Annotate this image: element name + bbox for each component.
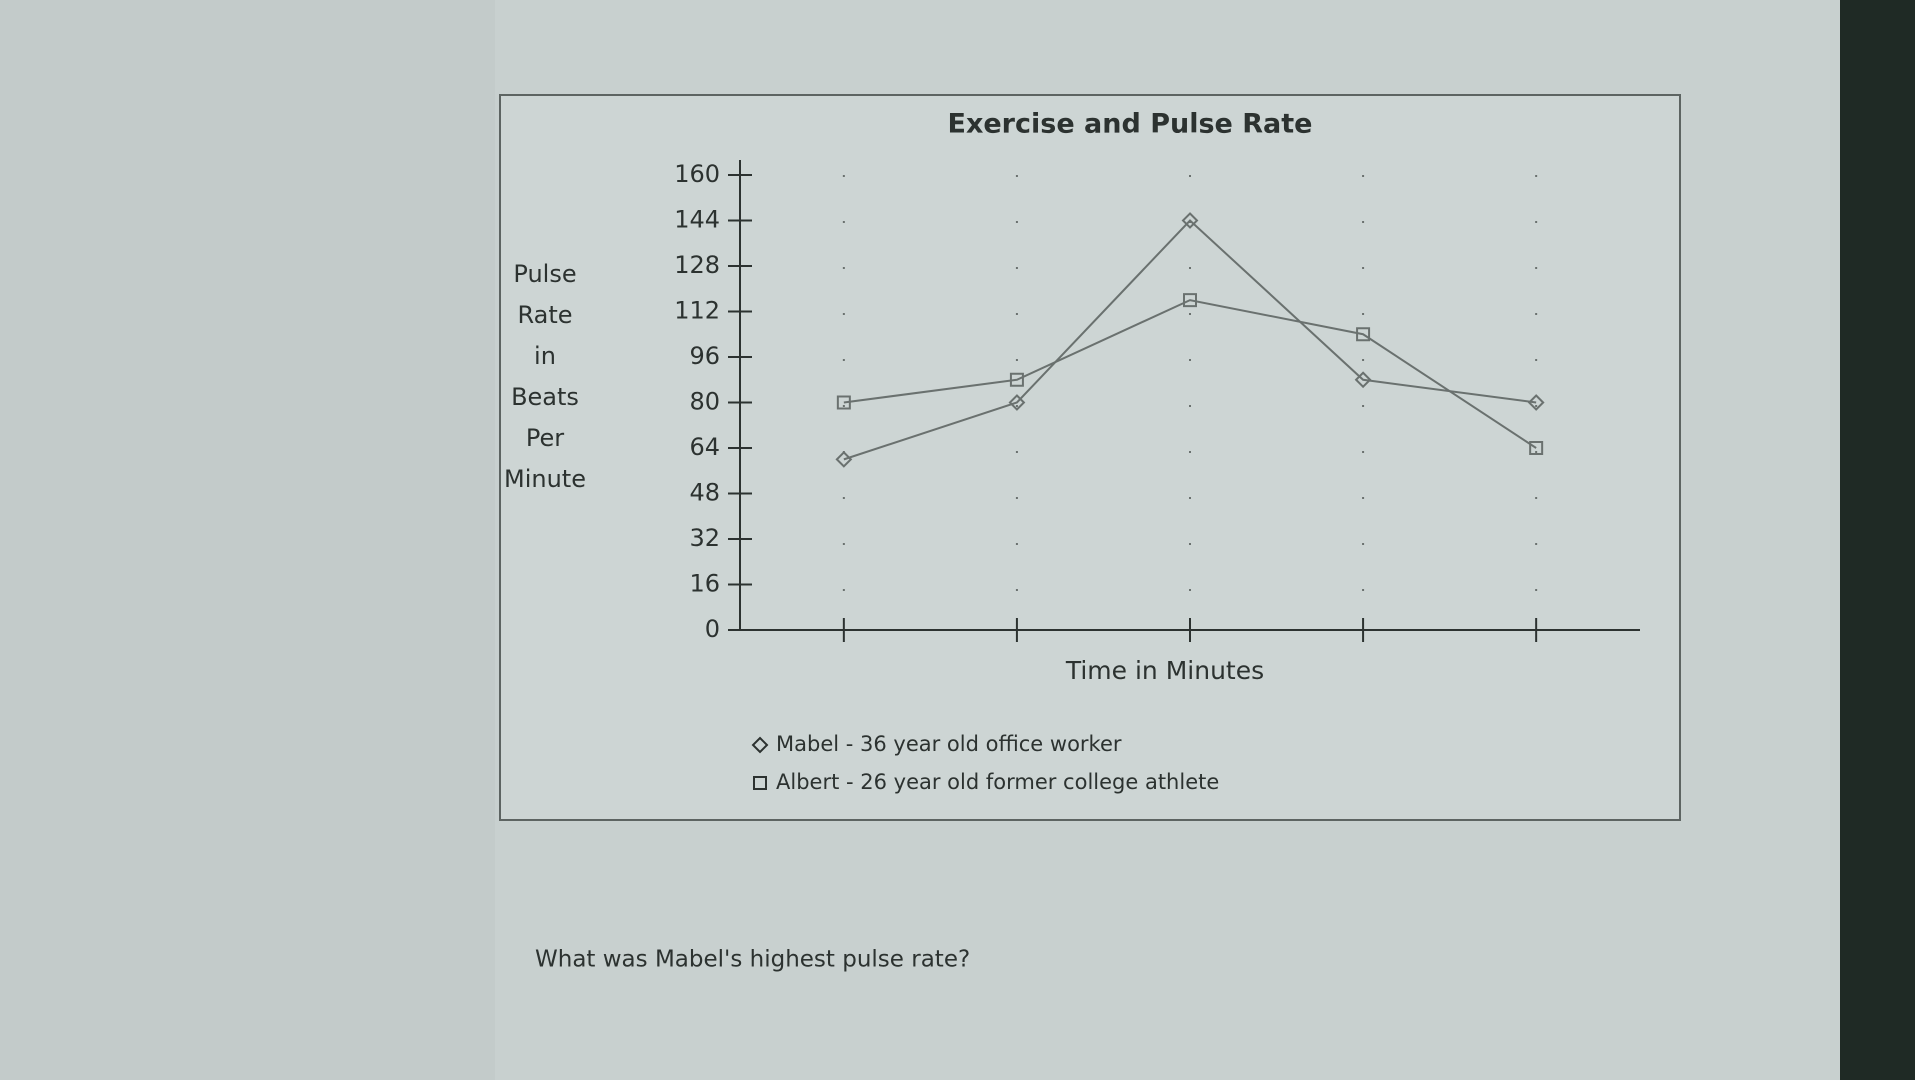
point [1354, 371, 1372, 389]
series-line [843, 219, 1537, 461]
y-tick-label: 32 [689, 524, 720, 552]
point [836, 395, 851, 410]
point [1527, 394, 1545, 411]
legend-label: Albert - 26 year old former college athl… [776, 770, 1219, 794]
y-tick-label: 64 [689, 433, 720, 461]
y-tick-label: 0 [705, 615, 720, 643]
point [1356, 327, 1371, 342]
y-tick-label: 144 [674, 206, 720, 234]
y-tick-label: 48 [689, 479, 720, 507]
y-tick-label: 128 [674, 251, 720, 279]
left-page [0, 0, 495, 1080]
chart-title: Exercise and Pulse Rate [948, 109, 1313, 140]
series-line [843, 299, 1537, 449]
y-axis-label: Pulse Rate in Beats Per Minute [504, 260, 586, 493]
point [835, 450, 853, 468]
y-tick-label: 80 [689, 388, 720, 416]
point [1183, 293, 1197, 308]
y-tick-label: 112 [674, 297, 720, 325]
point [1009, 372, 1024, 387]
point [1529, 441, 1544, 455]
x-axis-label: Time in Minutes [1065, 656, 1264, 685]
question-text: What was Mabel's highest pulse rate? [535, 947, 970, 973]
dark-edge [1840, 0, 1915, 1080]
y-tick-label: 160 [674, 160, 720, 188]
point [751, 736, 769, 754]
y-tick-label: 96 [689, 342, 720, 370]
point [1181, 212, 1199, 229]
y-tick-label: 16 [689, 570, 720, 598]
point [753, 776, 767, 790]
legend-label: Mabel - 36 year old office worker [776, 732, 1122, 756]
point [1008, 394, 1026, 411]
chart-frame [499, 94, 1681, 821]
